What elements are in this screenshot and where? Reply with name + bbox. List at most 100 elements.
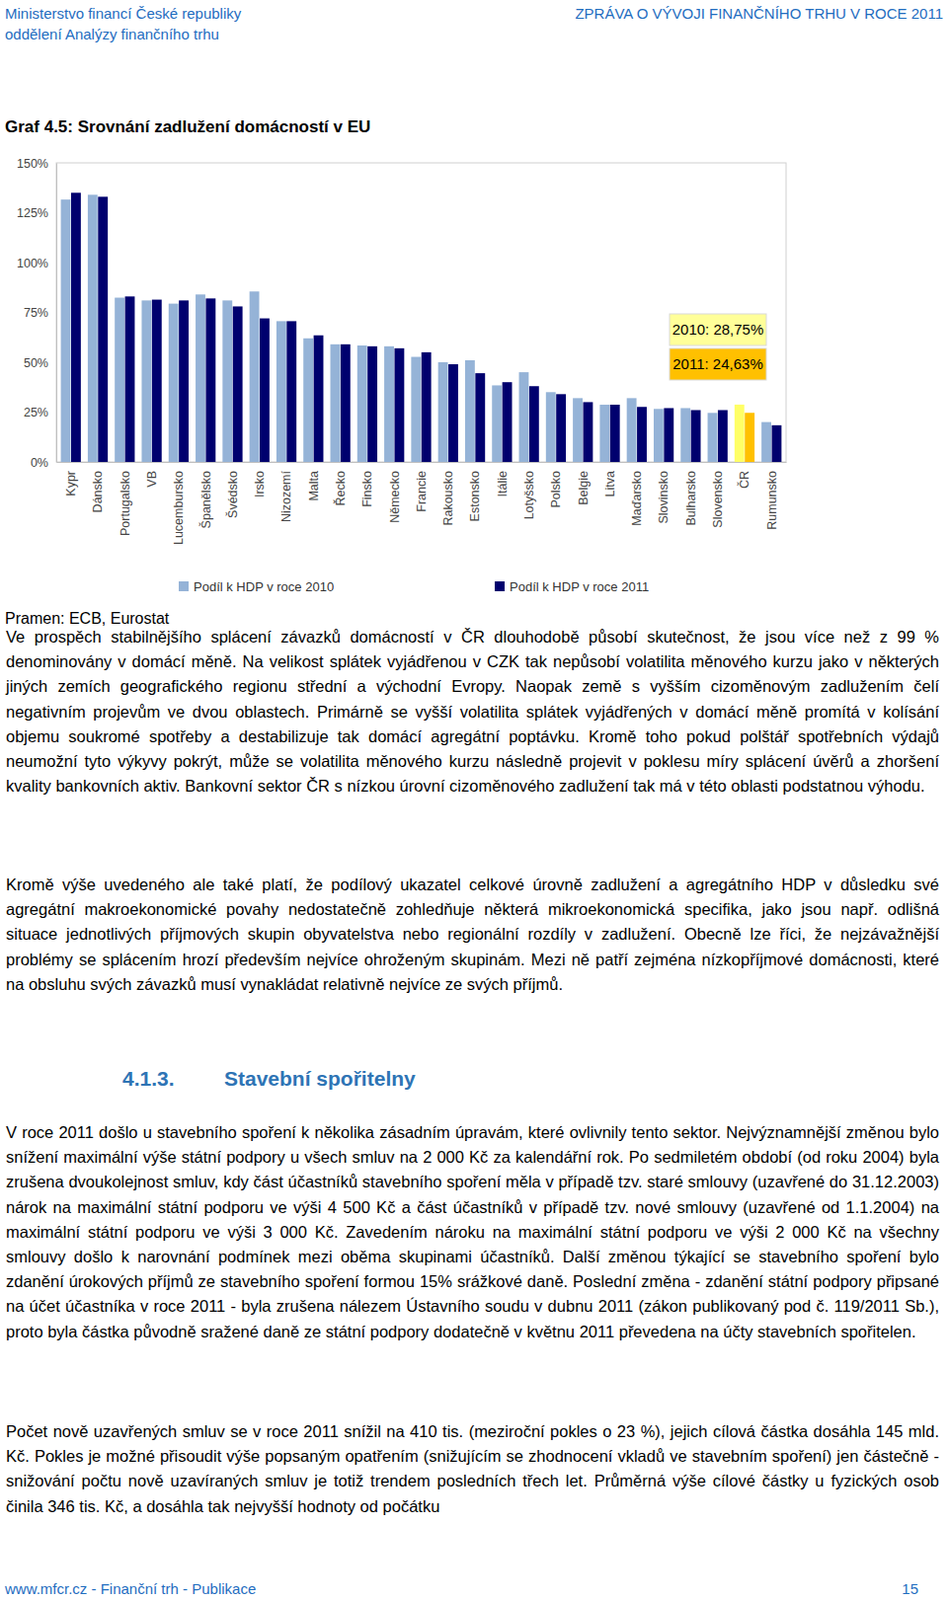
legend-label: Podíl k HDP v roce 2010 bbox=[193, 579, 334, 595]
chart-source: Pramen: ECB, Eurostat bbox=[4, 610, 170, 628]
x-tick: Slovinsko bbox=[656, 462, 671, 525]
bar bbox=[502, 382, 513, 463]
x-tick-label: Nizozemí bbox=[279, 470, 294, 523]
bar bbox=[610, 404, 621, 463]
y-axis-line bbox=[56, 163, 58, 464]
bar bbox=[357, 345, 368, 463]
bar bbox=[71, 192, 81, 463]
bar bbox=[627, 397, 637, 463]
bar bbox=[465, 360, 475, 463]
x-tick: Litva bbox=[603, 462, 618, 497]
x-tick: Lotyšsko bbox=[522, 462, 537, 520]
x-tick: Švédsko bbox=[225, 462, 240, 519]
bar bbox=[691, 409, 702, 463]
x-tick-label: Portugalsko bbox=[118, 471, 133, 537]
y-tick: 100% bbox=[16, 256, 57, 271]
header-line: oddělení Analýzy finančního trhu bbox=[4, 24, 220, 45]
y-tick-label: 0% bbox=[30, 456, 49, 471]
x-tick-label: Rakousko bbox=[441, 471, 456, 527]
x-tick: Portugalsko bbox=[118, 462, 133, 537]
bar bbox=[97, 196, 108, 463]
bar bbox=[519, 372, 530, 463]
x-tick-label: Lotyšsko bbox=[522, 471, 537, 520]
bar bbox=[222, 300, 233, 463]
x-tick-label: Kypr bbox=[64, 471, 79, 497]
x-tick: Dánsko bbox=[90, 462, 105, 513]
bar bbox=[734, 404, 745, 463]
y-tick-label: 125% bbox=[16, 206, 49, 221]
x-axis: Kypr Dánsko Portugalsko VB Lucembursko Španěl… bbox=[57, 462, 788, 546]
x-tick: Rakousko bbox=[441, 462, 456, 527]
bar bbox=[474, 373, 485, 463]
bar bbox=[582, 401, 593, 463]
x-tick: Belgie bbox=[576, 462, 591, 506]
x-tick-label: Belgie bbox=[576, 471, 591, 506]
x-tick: Kypr bbox=[64, 462, 79, 497]
header-line: Ministerstvo financí České republiky bbox=[4, 3, 241, 24]
page-number: 15 bbox=[901, 1580, 919, 1600]
bar bbox=[772, 425, 783, 463]
x-tick: Bulharsko bbox=[684, 462, 699, 527]
x-tick: Francie bbox=[414, 462, 429, 513]
plot-frame bbox=[56, 162, 787, 463]
paragraph: Počet nově uzavřených smluv se v roce 20… bbox=[5, 1420, 940, 1520]
bar bbox=[87, 194, 98, 463]
bar bbox=[125, 296, 136, 463]
bar bbox=[680, 407, 691, 463]
x-tick: Lucembursko bbox=[171, 462, 186, 546]
footer-left: www.mfcr.cz - Finanční trh - Publikace bbox=[4, 1580, 256, 1600]
paragraph: Ve prospěch stabilnějšího splácení závaz… bbox=[5, 625, 940, 799]
x-tick: ČR bbox=[736, 462, 752, 489]
y-tick: 25% bbox=[23, 405, 57, 420]
bar bbox=[61, 199, 72, 463]
x-tick-label: Francie bbox=[414, 471, 429, 513]
x-tick: Malta bbox=[307, 462, 321, 502]
legend-label: Podíl k HDP v roce 2011 bbox=[509, 579, 649, 595]
y-tick-label: 100% bbox=[16, 256, 49, 271]
x-tick-label: Bulharsko bbox=[684, 471, 699, 527]
bar bbox=[286, 320, 297, 463]
bar bbox=[314, 335, 324, 463]
x-tick: Maďarsko bbox=[630, 462, 644, 527]
chart-title: Graf 4.5: Srovnání zadlužení domácností … bbox=[4, 117, 371, 137]
bar bbox=[636, 406, 647, 463]
y-axis: 0%25%50%75%100%125%150% bbox=[16, 157, 57, 471]
bar bbox=[367, 346, 378, 463]
y-tick: 50% bbox=[23, 356, 57, 371]
x-tick: Slovensko bbox=[711, 462, 725, 529]
bar bbox=[249, 291, 260, 463]
bar bbox=[546, 392, 556, 463]
x-tick-label: Lucembursko bbox=[171, 471, 186, 546]
bar bbox=[717, 409, 728, 463]
x-tick: Itálie bbox=[495, 462, 510, 497]
y-tick-label: 50% bbox=[23, 356, 49, 371]
bar bbox=[653, 408, 664, 463]
x-tick: Estonsko bbox=[468, 462, 482, 522]
x-tick-label: Itálie bbox=[495, 471, 510, 497]
bar bbox=[168, 304, 179, 463]
bar bbox=[761, 422, 772, 463]
y-tick: 125% bbox=[16, 206, 57, 221]
x-tick: Řecko bbox=[332, 462, 348, 506]
bar bbox=[744, 412, 755, 463]
legend-swatch bbox=[494, 581, 505, 592]
bar bbox=[599, 404, 610, 463]
bar bbox=[340, 344, 351, 463]
x-tick: Irsko bbox=[252, 462, 267, 498]
y-tick: 0% bbox=[30, 456, 57, 471]
bar bbox=[421, 352, 432, 463]
bar bbox=[708, 412, 718, 463]
section-number: 4.1.3. bbox=[122, 1064, 175, 1095]
bar bbox=[384, 346, 395, 463]
bar bbox=[555, 394, 566, 463]
x-tick-label: Dánsko bbox=[90, 471, 105, 513]
x-tick: Finsko bbox=[360, 462, 375, 508]
x-tick: Německo bbox=[388, 462, 402, 524]
x-tick: Polsko bbox=[549, 462, 563, 509]
x-tick-label: VB bbox=[145, 471, 159, 488]
bar bbox=[438, 362, 449, 463]
x-tick-label: Malta bbox=[307, 471, 321, 502]
x-tick-label: Slovinsko bbox=[656, 471, 671, 525]
bar bbox=[394, 348, 404, 463]
x-tick: Španělsko bbox=[198, 462, 214, 529]
